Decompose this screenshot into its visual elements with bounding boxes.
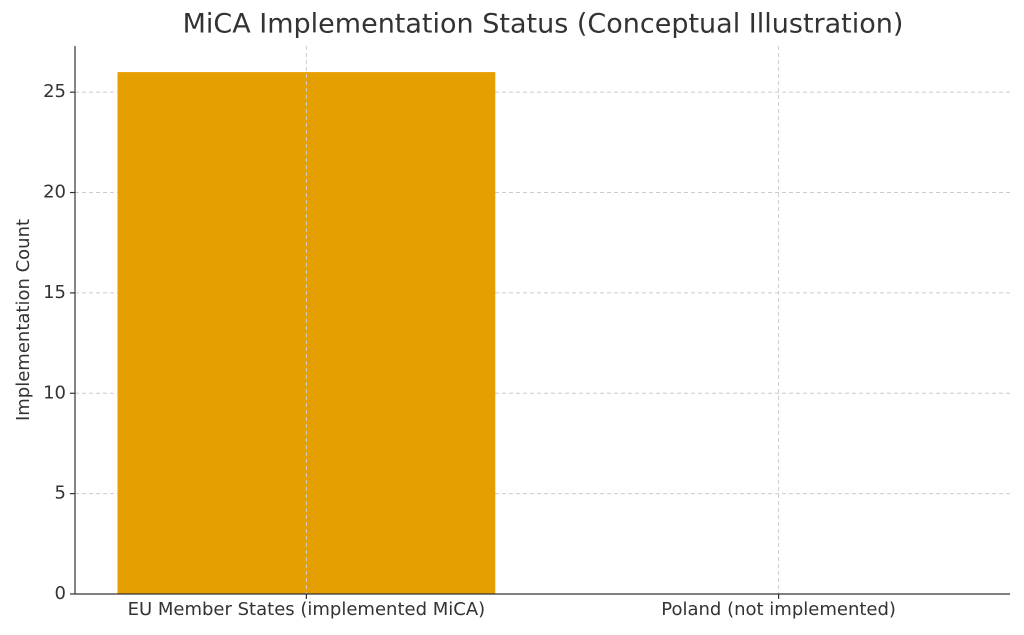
y-tick-label: 15 [43,282,66,303]
y-axis-label: Implementation Count [13,219,34,421]
y-tick-label: 25 [43,81,66,102]
y-tick-label: 20 [43,182,66,203]
x-tick-label: Poland (not implemented) [661,599,896,620]
x-tick-label: EU Member States (implemented MiCA) [128,599,486,620]
y-tick-label: 5 [55,483,66,504]
y-tick-label: 0 [55,583,66,604]
y-tick-label: 10 [43,382,66,403]
chart-title: MiCA Implementation Status (Conceptual I… [183,9,904,40]
